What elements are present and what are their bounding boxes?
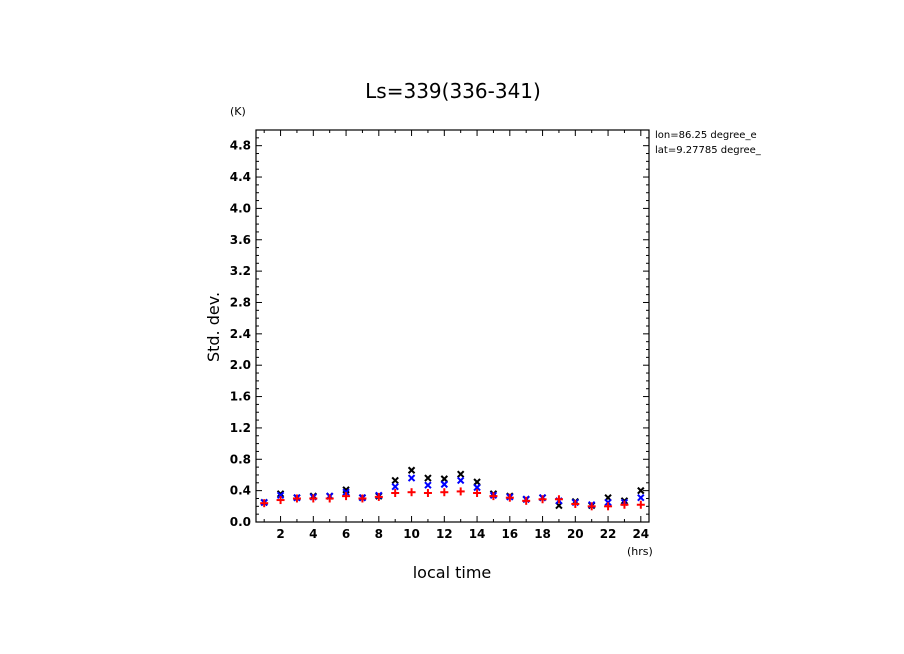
longitude-annotation: lon=86.25 degree_e bbox=[655, 130, 757, 141]
data-point bbox=[407, 466, 416, 474]
plot-border bbox=[255, 129, 650, 523]
y-tick-label: 2.8 bbox=[230, 295, 251, 309]
plot-frame bbox=[255, 129, 650, 523]
latitude-annotation: lat=9.27785 degree_ bbox=[655, 145, 762, 156]
x-axis-title: local time bbox=[413, 563, 492, 582]
data-point bbox=[473, 483, 481, 492]
data-point bbox=[440, 475, 449, 483]
x-tick-label: 4 bbox=[309, 527, 317, 541]
data-point bbox=[423, 488, 432, 497]
x-tick-label: 8 bbox=[375, 527, 383, 541]
chart-title: Ls=339(336-341) bbox=[365, 79, 541, 103]
data-point bbox=[276, 491, 285, 500]
data-point bbox=[456, 487, 465, 496]
y-tick-label: 0.0 bbox=[230, 515, 251, 529]
y-tick-label: 3.6 bbox=[230, 233, 251, 247]
data-point bbox=[424, 474, 432, 482]
y-unit-label: (K) bbox=[230, 105, 246, 118]
data-point bbox=[407, 474, 416, 482]
x-tick-label: 22 bbox=[600, 527, 617, 541]
data-point bbox=[554, 495, 563, 504]
x-tick-label: 16 bbox=[501, 527, 518, 541]
data-point bbox=[571, 499, 580, 508]
data-point bbox=[637, 486, 645, 495]
y-tick-label: 2.4 bbox=[230, 327, 251, 341]
data-point bbox=[489, 492, 498, 501]
y-tick-label: 4.4 bbox=[230, 170, 251, 184]
data-point bbox=[636, 500, 645, 509]
data-point bbox=[407, 488, 416, 497]
x-tick-label: 18 bbox=[534, 527, 551, 541]
data-markers bbox=[260, 466, 661, 511]
data-point bbox=[358, 494, 367, 503]
y-tick-label: 0.8 bbox=[230, 452, 251, 466]
data-point bbox=[342, 486, 350, 494]
x-axis: 2 4 6 8 10 12 14 16 18 20 22 24 bbox=[263, 130, 649, 541]
data-point bbox=[654, 497, 660, 503]
data-point bbox=[440, 480, 449, 489]
y-axis: 0.0 0.4 0.8 1.2 1.6 2.0 2.4 2.8 3.2 3.6 4.0 4.4 4.8 bbox=[230, 129, 649, 529]
data-point bbox=[473, 478, 481, 486]
data-point bbox=[538, 495, 547, 504]
y-tick-label: 1.2 bbox=[230, 421, 251, 435]
y-tick-label: 3.2 bbox=[230, 264, 251, 278]
x-tick-label: 20 bbox=[567, 527, 584, 541]
y-tick-label: 0.4 bbox=[230, 484, 251, 498]
data-point bbox=[587, 502, 596, 511]
data-point bbox=[424, 481, 432, 489]
data-point bbox=[325, 494, 334, 503]
data-point bbox=[292, 494, 301, 503]
x-tick-label: 2 bbox=[276, 527, 284, 541]
data-point bbox=[391, 488, 400, 497]
y-tick-label: 4.0 bbox=[230, 201, 251, 215]
y-tick-label: 4.8 bbox=[230, 139, 251, 153]
data-point bbox=[620, 500, 629, 509]
data-point bbox=[637, 493, 645, 502]
y-axis-title: Std. dev. bbox=[204, 292, 223, 362]
y-tick-label: 2.0 bbox=[230, 358, 251, 372]
data-point bbox=[342, 492, 351, 501]
y-tick-label: 1.6 bbox=[230, 390, 251, 404]
data-point bbox=[309, 494, 318, 503]
data-point bbox=[456, 476, 465, 485]
data-point bbox=[604, 502, 613, 511]
data-point bbox=[374, 492, 383, 501]
x-tick-label: 24 bbox=[632, 527, 649, 541]
x-unit-label: (hrs) bbox=[627, 545, 653, 558]
data-point bbox=[522, 496, 531, 505]
data-point bbox=[276, 490, 285, 498]
data-point bbox=[473, 488, 482, 497]
data-point bbox=[456, 470, 465, 478]
data-point bbox=[440, 488, 449, 497]
data-point bbox=[260, 499, 269, 508]
x-tick-label: 6 bbox=[342, 527, 350, 541]
data-point bbox=[276, 496, 285, 505]
x-tick-label: 14 bbox=[469, 527, 486, 541]
x-tick-label: 10 bbox=[403, 527, 420, 541]
data-point bbox=[505, 493, 514, 502]
x-tick-label: 12 bbox=[436, 527, 453, 541]
data-point bbox=[654, 497, 660, 503]
data-point bbox=[391, 483, 399, 491]
data-point bbox=[653, 498, 661, 506]
data-point bbox=[391, 476, 399, 485]
